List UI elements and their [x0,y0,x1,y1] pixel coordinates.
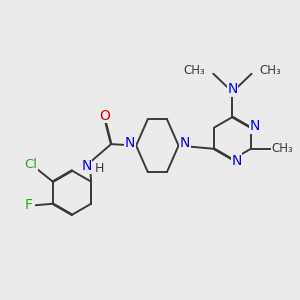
Text: O: O [99,109,110,122]
Text: CH₃: CH₃ [260,64,282,77]
Text: N: N [180,136,190,150]
Text: N: N [227,82,238,96]
Text: CH₃: CH₃ [272,142,293,155]
Text: N: N [124,136,135,150]
Text: N: N [231,154,242,168]
Text: Cl: Cl [24,158,37,171]
Text: N: N [81,159,92,173]
Text: CH₃: CH₃ [183,64,205,77]
Text: N: N [250,119,260,134]
Text: F: F [24,198,32,212]
Text: H: H [95,162,104,175]
